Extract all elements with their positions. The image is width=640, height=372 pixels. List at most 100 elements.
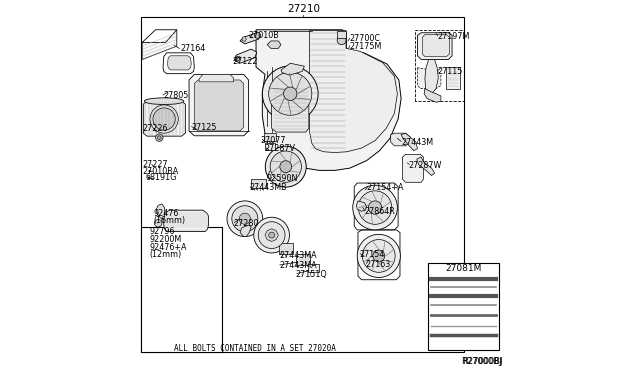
Bar — [251, 179, 266, 188]
Polygon shape — [417, 157, 435, 176]
Polygon shape — [417, 33, 452, 60]
Circle shape — [254, 217, 289, 253]
Text: (16mm): (16mm) — [154, 216, 186, 225]
Text: 27164: 27164 — [180, 44, 205, 53]
Polygon shape — [281, 63, 305, 75]
Polygon shape — [240, 33, 260, 44]
Polygon shape — [164, 210, 209, 231]
Text: 27443MA: 27443MA — [279, 261, 317, 270]
Polygon shape — [425, 60, 438, 94]
Text: (12mm): (12mm) — [150, 250, 182, 259]
Polygon shape — [234, 49, 257, 63]
Circle shape — [280, 161, 292, 173]
Circle shape — [227, 201, 262, 237]
Text: 27443MA: 27443MA — [279, 251, 317, 260]
Polygon shape — [168, 56, 191, 70]
Polygon shape — [189, 74, 248, 136]
Polygon shape — [401, 133, 417, 151]
Circle shape — [259, 222, 285, 248]
Text: 27287V: 27287V — [264, 144, 295, 153]
Text: R27000BJ: R27000BJ — [461, 357, 502, 366]
Bar — [296, 254, 310, 265]
Circle shape — [337, 36, 346, 45]
Circle shape — [358, 191, 392, 224]
Circle shape — [269, 232, 275, 238]
Text: R27000BJ: R27000BJ — [461, 357, 502, 366]
Circle shape — [373, 250, 385, 262]
Polygon shape — [199, 74, 234, 82]
Bar — [141, 227, 222, 352]
Text: 27163: 27163 — [365, 260, 390, 269]
Polygon shape — [265, 229, 278, 241]
Polygon shape — [267, 41, 281, 48]
Circle shape — [156, 134, 163, 141]
Polygon shape — [242, 36, 246, 42]
Text: 27280: 27280 — [234, 219, 259, 228]
Text: 27115: 27115 — [437, 67, 463, 76]
Polygon shape — [156, 204, 164, 219]
Polygon shape — [142, 30, 177, 60]
Text: 92476+A: 92476+A — [150, 243, 187, 252]
Bar — [141, 17, 465, 352]
Bar — [264, 133, 276, 141]
Circle shape — [266, 146, 306, 187]
Circle shape — [357, 234, 401, 278]
Text: 27175M: 27175M — [349, 42, 381, 51]
Circle shape — [232, 206, 258, 232]
Polygon shape — [403, 154, 424, 182]
Text: ALL BOLTS CONTAINED IN A SET 27020A: ALL BOLTS CONTAINED IN A SET 27020A — [174, 344, 336, 353]
Text: 27197M: 27197M — [437, 32, 470, 41]
Polygon shape — [256, 30, 401, 170]
Polygon shape — [424, 89, 441, 102]
Circle shape — [239, 213, 250, 224]
Bar — [308, 264, 319, 272]
Text: 92200M: 92200M — [150, 235, 182, 244]
Circle shape — [262, 66, 318, 122]
Text: 27122: 27122 — [232, 57, 258, 66]
Circle shape — [235, 57, 239, 61]
Polygon shape — [163, 53, 195, 74]
Polygon shape — [356, 201, 367, 211]
Text: 27125: 27125 — [191, 123, 217, 132]
Circle shape — [148, 177, 150, 179]
Text: 27210: 27210 — [287, 4, 320, 14]
Bar — [265, 143, 275, 150]
Circle shape — [150, 105, 179, 133]
Text: 27443M: 27443M — [401, 138, 433, 147]
Circle shape — [270, 151, 301, 182]
Text: 27700C: 27700C — [349, 34, 380, 43]
Bar — [279, 243, 293, 254]
Text: 92590N: 92590N — [266, 174, 298, 183]
Polygon shape — [195, 80, 244, 131]
Text: 27151Q: 27151Q — [296, 270, 328, 279]
Bar — [428, 263, 499, 350]
Polygon shape — [310, 31, 397, 153]
Text: 27010BA: 27010BA — [142, 167, 179, 176]
Circle shape — [153, 108, 175, 130]
Text: 27805: 27805 — [163, 92, 188, 100]
Circle shape — [269, 72, 312, 115]
Text: 27443MB: 27443MB — [250, 183, 287, 192]
Text: 27077: 27077 — [260, 136, 286, 145]
Polygon shape — [143, 101, 186, 136]
Text: 27154: 27154 — [359, 250, 385, 259]
Circle shape — [148, 170, 151, 172]
Text: 27081M: 27081M — [445, 264, 482, 273]
Text: 92476: 92476 — [154, 209, 179, 218]
Text: 27227: 27227 — [142, 160, 168, 169]
Circle shape — [362, 240, 395, 272]
Text: 92796: 92796 — [150, 227, 175, 236]
Polygon shape — [417, 68, 441, 89]
Ellipse shape — [145, 98, 184, 105]
Text: 27864R: 27864R — [364, 207, 395, 216]
Bar — [337, 31, 346, 38]
Text: 27010B: 27010B — [248, 31, 279, 40]
Polygon shape — [142, 30, 177, 42]
Text: 27226: 27226 — [142, 124, 168, 133]
Text: 27287W: 27287W — [408, 161, 442, 170]
Polygon shape — [240, 225, 251, 237]
Circle shape — [284, 87, 297, 100]
Circle shape — [369, 201, 381, 214]
Circle shape — [157, 136, 161, 140]
Polygon shape — [390, 133, 410, 146]
